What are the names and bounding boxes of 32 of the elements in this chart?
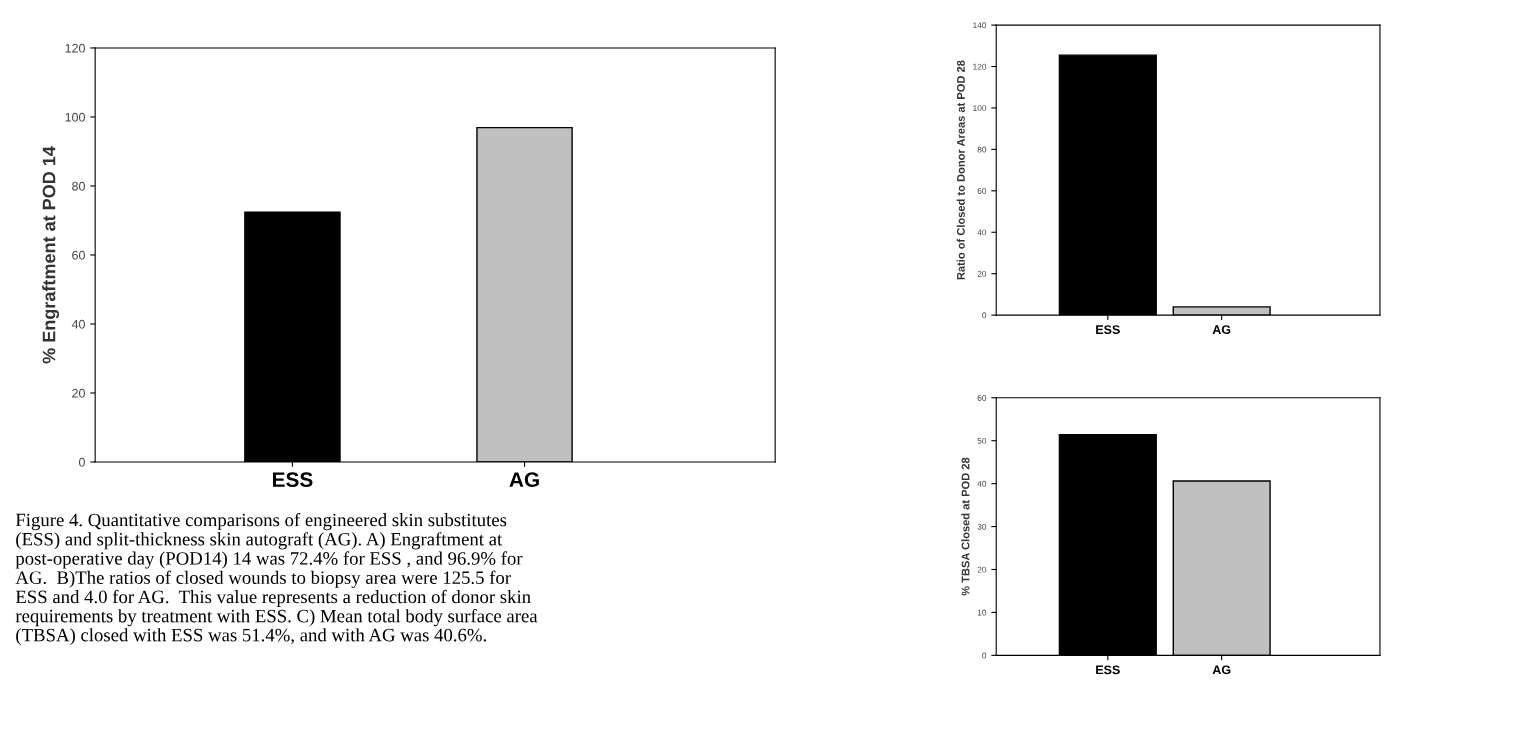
y-tick-label: 80 <box>977 146 987 153</box>
y-tick-label: 100 <box>973 105 987 112</box>
y-tick-label: 40 <box>977 480 987 487</box>
y-tick-label: 50 <box>977 437 987 444</box>
y-axis-title: % TBSA Closed at POD 28 <box>961 457 970 596</box>
x-tick-label: AG <box>509 472 539 488</box>
x-tick-label: ESS <box>1096 325 1120 335</box>
y-tick-label: 80 <box>72 181 85 191</box>
y-tick-label: 0 <box>982 652 987 659</box>
y-tick-label: 10 <box>977 609 987 616</box>
y-tick-label: 0 <box>78 457 85 467</box>
y-tick-label: 120 <box>973 63 987 70</box>
y-tick-label: 0 <box>982 312 987 319</box>
x-tick-label: ESS <box>1096 665 1120 675</box>
y-axis-title: % Engraftment at POD 14 <box>42 146 60 364</box>
y-tick-label: 40 <box>71 319 85 329</box>
y-tick-label: 20 <box>977 270 987 277</box>
y-tick-label: 140 <box>973 22 987 29</box>
y-tick-label: 60 <box>977 188 987 194</box>
y-tick-label: 30 <box>977 523 987 530</box>
y-tick-label: 100 <box>65 112 85 122</box>
y-tick-label: 60 <box>977 394 987 401</box>
y-tick-label: 20 <box>72 388 85 398</box>
y-tick-label: 20 <box>977 566 987 573</box>
x-tick-label: AG <box>1212 325 1231 335</box>
caption: Figure 4. Quantitative comparisons of engineered skin substitutes (ESS) and split-thickness skin autograft (AG). A) Engraftment at post-operative day (POD14) 14 was 72.4% for ESS , and 96.9% for AG. B)The ratios of closed wounds to biopsy area were 125.5 for ESS and 4.0 for AG. This value represents a reduction of donor skin requirements by treatment with ESS. C) Mean total body surface area (TBSA) closed with ESS was 51.4%, and with AG was 40.6%. <box>15 512 538 646</box>
y-tick-label: 120 <box>65 43 85 53</box>
x-tick-label: ESS <box>272 472 313 488</box>
y-tick-label: 60 <box>72 250 85 260</box>
y-tick-label: 40 <box>977 229 987 236</box>
x-tick-label: AG <box>1212 665 1231 675</box>
y-axis-title: Ratio of Closed to Donor Areas at POD 28 <box>956 60 965 280</box>
